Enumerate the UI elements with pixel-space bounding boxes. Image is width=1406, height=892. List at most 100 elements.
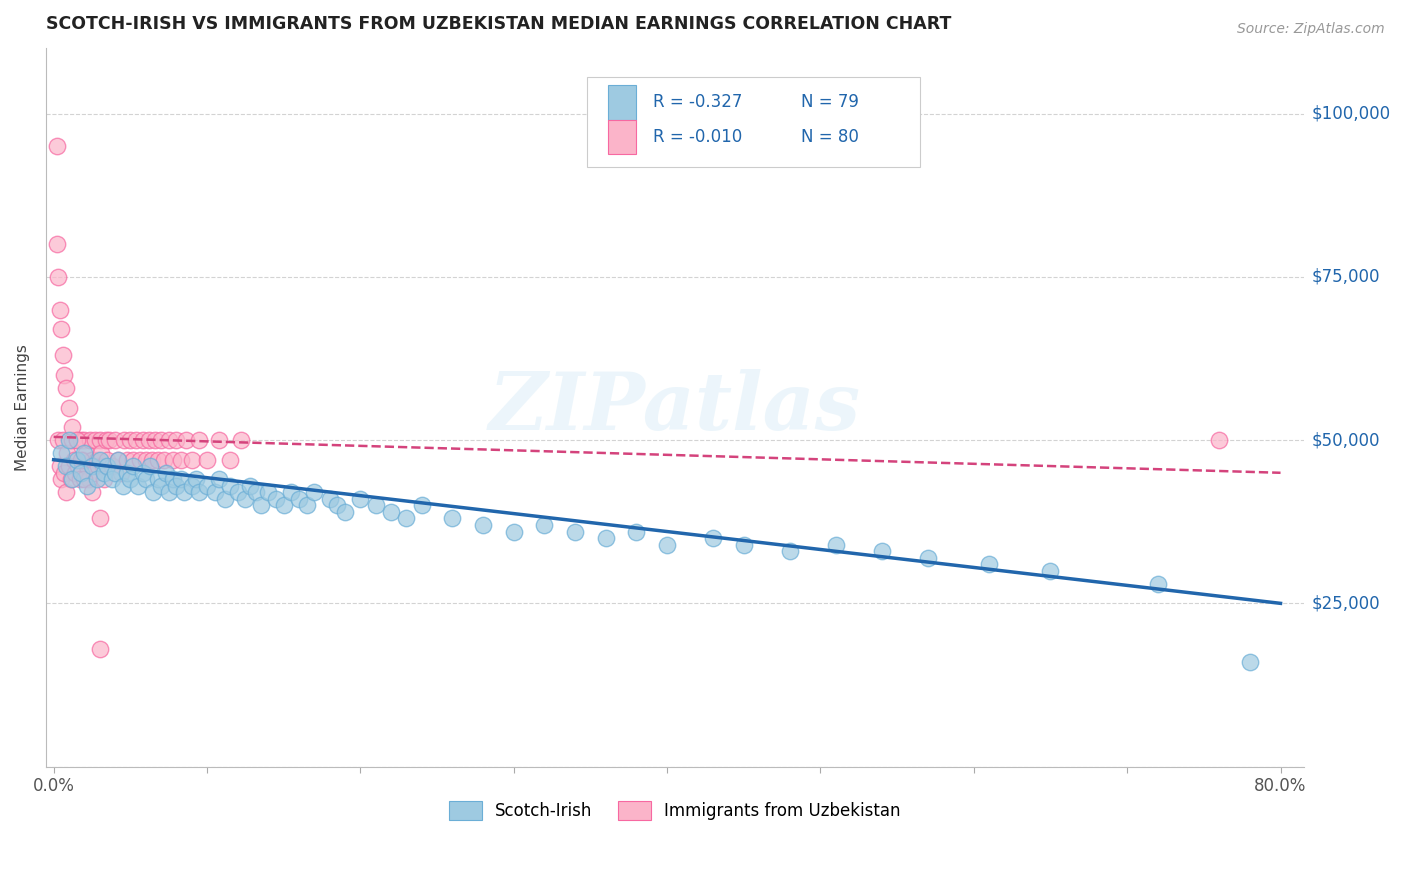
- Text: ZIPatlas: ZIPatlas: [489, 368, 860, 446]
- Point: [441, 511, 464, 525]
- Point: [143, 433, 166, 447]
- Point: [326, 499, 349, 513]
- Text: R = -0.327: R = -0.327: [654, 94, 742, 112]
- Point: [239, 479, 262, 493]
- Point: [89, 433, 111, 447]
- Point: [55, 381, 77, 395]
- Point: [125, 433, 148, 447]
- Point: [150, 479, 173, 493]
- Point: [245, 485, 267, 500]
- Point: [162, 472, 184, 486]
- Point: [62, 452, 84, 467]
- Point: [67, 459, 90, 474]
- Point: [73, 446, 96, 460]
- Point: [162, 452, 184, 467]
- Point: [91, 459, 114, 474]
- Point: [51, 322, 73, 336]
- Point: [472, 518, 495, 533]
- Point: [204, 485, 226, 500]
- Point: [66, 433, 89, 447]
- Point: [101, 459, 124, 474]
- Point: [101, 472, 124, 486]
- Point: [83, 466, 105, 480]
- Point: [76, 459, 98, 474]
- Point: [146, 452, 169, 467]
- Point: [979, 557, 1001, 571]
- Point: [80, 485, 103, 500]
- FancyBboxPatch shape: [609, 120, 636, 154]
- Text: N = 80: N = 80: [800, 128, 859, 145]
- Point: [295, 499, 318, 513]
- Point: [79, 433, 101, 447]
- Point: [195, 452, 218, 467]
- Point: [49, 302, 72, 317]
- Point: [135, 472, 157, 486]
- Point: [1039, 564, 1062, 578]
- Point: [46, 269, 69, 284]
- Point: [174, 433, 197, 447]
- Point: [1208, 433, 1230, 447]
- Text: N = 79: N = 79: [800, 94, 859, 112]
- Point: [89, 452, 111, 467]
- Point: [779, 544, 801, 558]
- Point: [153, 452, 176, 467]
- Point: [53, 466, 76, 480]
- Point: [52, 348, 75, 362]
- Point: [96, 452, 118, 467]
- Point: [655, 538, 678, 552]
- FancyBboxPatch shape: [609, 85, 636, 120]
- Point: [1147, 576, 1170, 591]
- Point: [66, 452, 89, 467]
- Point: [111, 479, 134, 493]
- Point: [110, 466, 132, 480]
- Text: $100,000: $100,000: [1312, 104, 1391, 123]
- Point: [56, 446, 79, 460]
- Point: [51, 472, 73, 486]
- Point: [80, 459, 103, 474]
- Text: SCOTCH-IRISH VS IMMIGRANTS FROM UZBEKISTAN MEDIAN EARNINGS CORRELATION CHART: SCOTCH-IRISH VS IMMIGRANTS FROM UZBEKIST…: [46, 15, 952, 33]
- Text: R = -0.010: R = -0.010: [654, 128, 742, 145]
- Point: [72, 452, 94, 467]
- Point: [107, 452, 129, 467]
- Point: [104, 433, 127, 447]
- Point: [60, 433, 83, 447]
- Point: [104, 466, 127, 480]
- Point: [89, 511, 111, 525]
- Point: [55, 485, 77, 500]
- Point: [59, 472, 82, 486]
- Point: [49, 459, 72, 474]
- Point: [1239, 655, 1261, 669]
- Point: [69, 472, 91, 486]
- Point: [219, 479, 242, 493]
- Point: [226, 485, 249, 500]
- Point: [77, 472, 100, 486]
- Point: [208, 472, 231, 486]
- Point: [58, 401, 80, 415]
- Point: [824, 538, 846, 552]
- Point: [288, 491, 311, 506]
- Point: [70, 433, 93, 447]
- Point: [135, 452, 157, 467]
- Point: [112, 433, 135, 447]
- Point: [131, 433, 153, 447]
- Point: [142, 485, 165, 500]
- Point: [131, 466, 153, 480]
- Point: [364, 499, 387, 513]
- Text: Source: ZipAtlas.com: Source: ZipAtlas.com: [1237, 22, 1385, 37]
- Point: [73, 472, 96, 486]
- Point: [349, 491, 371, 506]
- Point: [87, 459, 110, 474]
- Point: [186, 472, 208, 486]
- Point: [127, 479, 149, 493]
- Point: [46, 433, 69, 447]
- Point: [257, 485, 280, 500]
- Point: [89, 642, 111, 657]
- Point: [195, 479, 218, 493]
- Point: [180, 452, 202, 467]
- Point: [165, 479, 187, 493]
- Point: [273, 499, 295, 513]
- Point: [502, 524, 524, 539]
- Point: [188, 433, 211, 447]
- Point: [380, 505, 402, 519]
- Point: [917, 550, 939, 565]
